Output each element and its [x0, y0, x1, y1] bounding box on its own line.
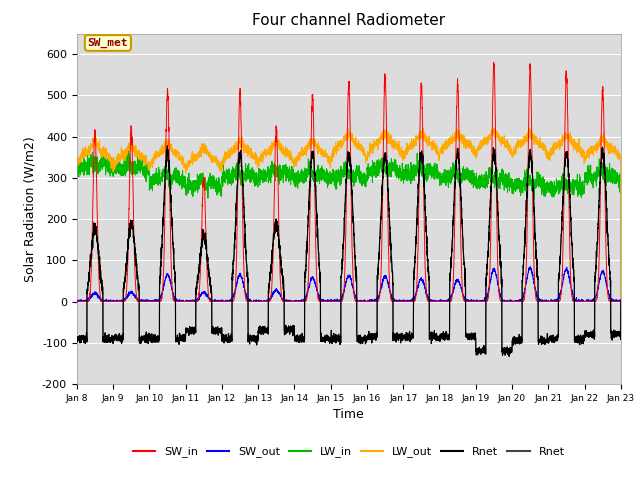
Text: SW_met: SW_met: [88, 38, 128, 48]
Legend: SW_in, SW_out, LW_in, LW_out, Rnet, Rnet: SW_in, SW_out, LW_in, LW_out, Rnet, Rnet: [129, 442, 569, 462]
X-axis label: Time: Time: [333, 408, 364, 421]
Title: Four channel Radiometer: Four channel Radiometer: [252, 13, 445, 28]
Y-axis label: Solar Radiation (W/m2): Solar Radiation (W/m2): [24, 136, 36, 282]
